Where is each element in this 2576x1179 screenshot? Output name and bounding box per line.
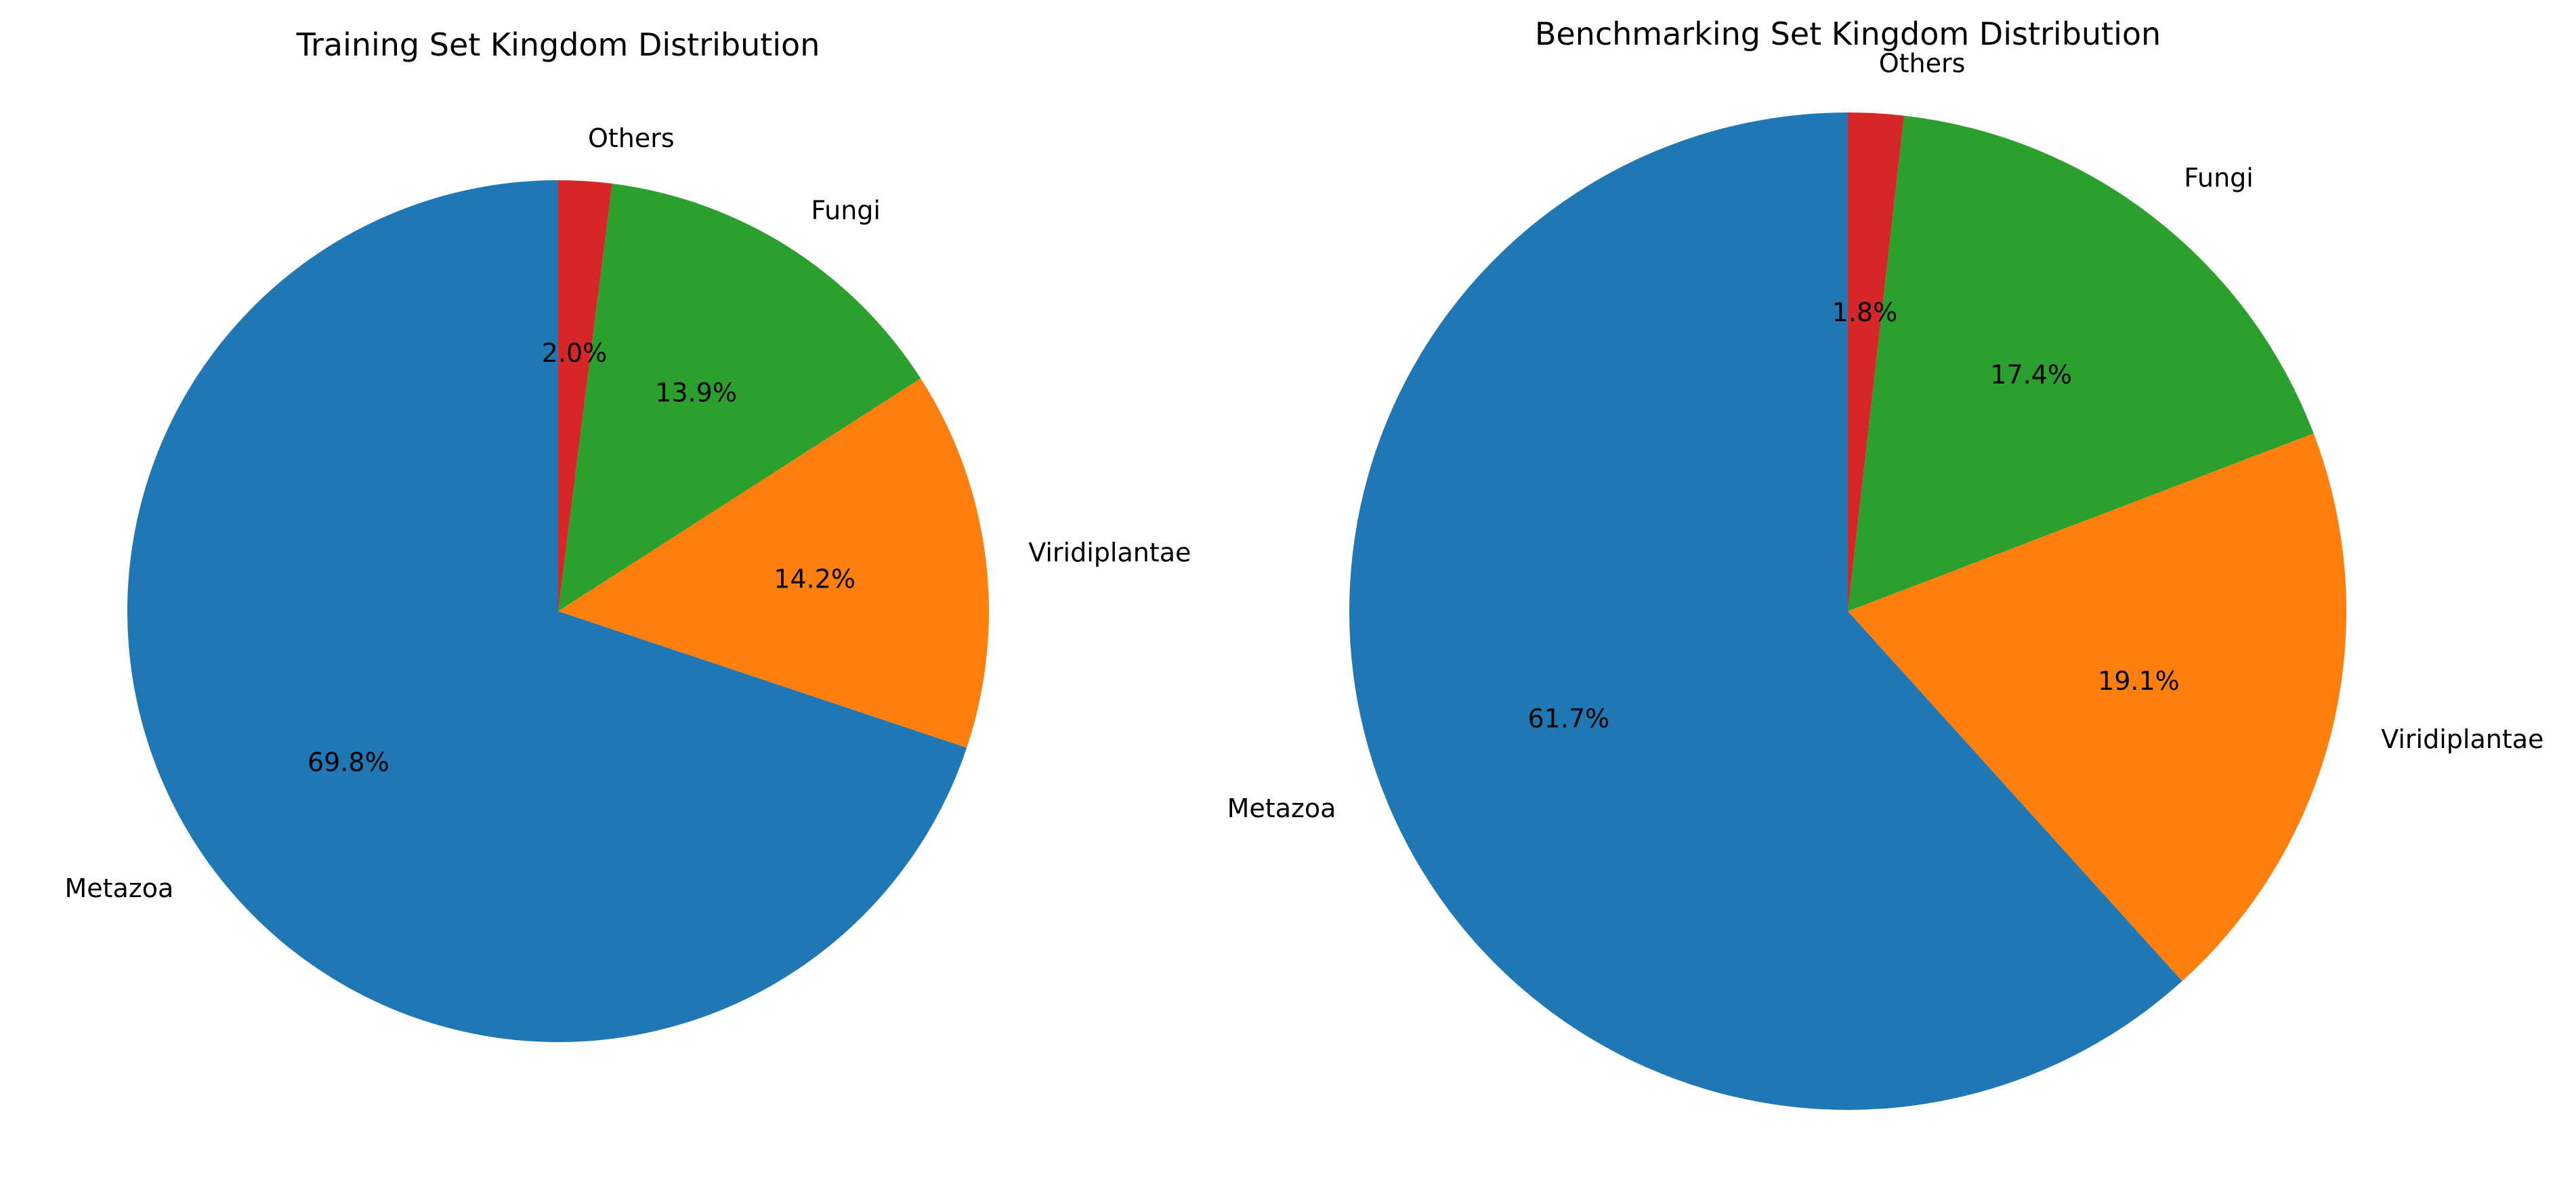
training-slice-metazoa <box>127 180 967 1042</box>
training-percent-others: 2.0% <box>542 338 608 368</box>
training-percent-metazoa: 69.8% <box>308 747 389 777</box>
benchmarking-percent-fungi: 17.4% <box>1990 360 2072 390</box>
training-labels: Metazoa 69.8% Viridiplantae 14.2% Fungi 13.9%… <box>64 123 1191 903</box>
training-slice-viridiplantae <box>558 378 989 748</box>
benchmarking-percent-viridiplantae: 19.1% <box>2098 666 2180 696</box>
benchmarking-label-viridiplantae: Viridiplantae <box>2381 724 2543 754</box>
benchmarking-label-others: Others <box>1879 49 1966 79</box>
training-percent-fungi: 13.9% <box>655 377 737 407</box>
training-label-metazoa: Metazoa <box>64 873 173 903</box>
training-percent-viridiplantae: 14.2% <box>774 564 856 594</box>
benchmarking-slice-metazoa <box>1349 112 2182 1110</box>
training-label-fungi: Fungi <box>811 195 881 225</box>
benchmarking-label-fungi: Fungi <box>2184 163 2254 192</box>
training-chart-title: Training Set Kingdom Distribution <box>296 26 820 63</box>
training-slices <box>127 180 989 1042</box>
benchmarking-percent-others: 1.8% <box>1832 297 1898 327</box>
benchmarking-slice-others <box>1848 112 1905 611</box>
training-label-viridiplantae: Viridiplantae <box>1028 537 1191 567</box>
benchmarking-slice-viridiplantae <box>1848 433 2346 981</box>
training-pie-chart: Training Set Kingdom Distribution Metazo… <box>64 26 1191 1042</box>
benchmarking-slices <box>1349 112 2346 1110</box>
training-label-others: Others <box>588 123 675 153</box>
benchmarking-slice-fungi <box>1848 115 2314 611</box>
benchmarking-labels: Metazoa 61.7% Viridiplantae 19.1% Fungi 17.4%… <box>1227 49 2544 823</box>
training-slice-others <box>558 180 612 611</box>
benchmarking-pie-chart: Benchmarking Set Kingdom Distribution Me… <box>1227 16 2544 1110</box>
benchmarking-label-metazoa: Metazoa <box>1227 793 1336 823</box>
training-slice-fungi <box>558 184 921 611</box>
benchmarking-percent-metazoa: 61.7% <box>1528 704 1610 734</box>
benchmarking-chart-title: Benchmarking Set Kingdom Distribution <box>1535 16 2161 52</box>
